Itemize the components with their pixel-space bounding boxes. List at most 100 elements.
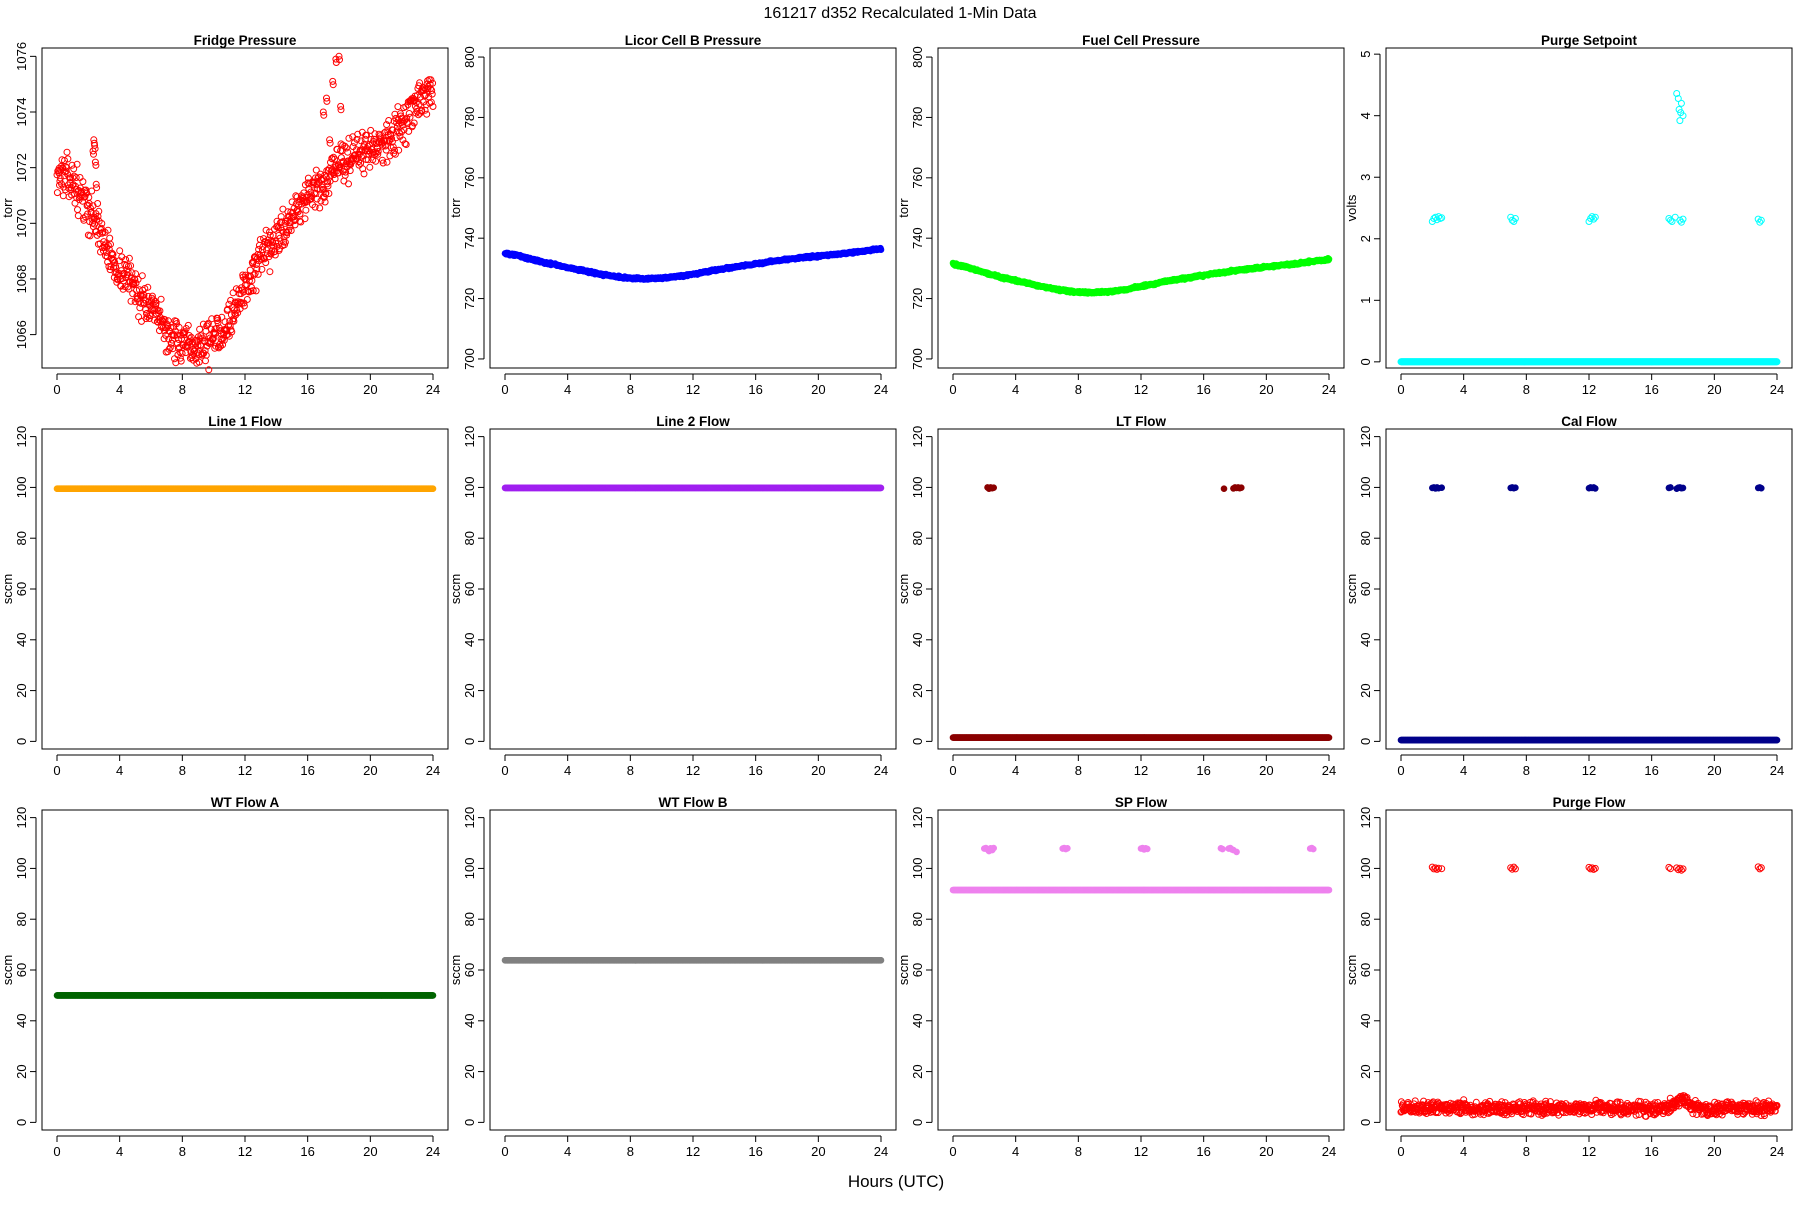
y-axis-label: torr	[448, 198, 463, 218]
plot-points	[54, 486, 436, 492]
y-tick-label: 20	[14, 683, 29, 697]
x-tick-label: 4	[1012, 382, 1019, 397]
y-tick-label: 1072	[14, 153, 29, 182]
x-tick-label: 8	[1075, 382, 1082, 397]
plot-points	[54, 53, 436, 373]
y-tick-label: 720	[910, 288, 925, 310]
panel-title: LT Flow	[1116, 414, 1166, 429]
data-point	[356, 162, 362, 168]
y-tick-label: 1066	[14, 320, 29, 349]
y-tick-label: 740	[910, 227, 925, 249]
data-point	[346, 135, 352, 141]
x-tick-label: 8	[627, 763, 634, 778]
x-tick-label: 24	[1770, 382, 1784, 397]
data-point	[197, 326, 203, 332]
y-tick-label: 1068	[14, 264, 29, 293]
plot-points	[950, 484, 1332, 740]
y-tick-label: 120	[462, 426, 477, 448]
x-tick-label: 12	[686, 382, 700, 397]
x-tick-label: 0	[501, 382, 508, 397]
panel-title: Purge Setpoint	[1541, 33, 1638, 48]
plot-frame	[938, 429, 1344, 749]
y-tick-label: 760	[910, 167, 925, 189]
y-tick-label: 1076	[14, 42, 29, 71]
data-point	[172, 356, 178, 362]
data-point	[332, 176, 338, 182]
data-point	[64, 149, 70, 155]
y-tick-label: 780	[910, 107, 925, 129]
x-tick-label: 4	[116, 763, 123, 778]
plot-points	[502, 245, 884, 282]
plot-points	[950, 255, 1332, 296]
data-point	[878, 247, 884, 253]
x-tick-label: 16	[300, 382, 314, 397]
y-tick-label: 740	[462, 227, 477, 249]
y-tick-label: 2	[1358, 235, 1373, 242]
x-tick-label: 8	[627, 382, 634, 397]
x-tick-label: 24	[874, 382, 888, 397]
y-tick-label: 1	[1358, 297, 1373, 304]
data-point	[392, 151, 398, 157]
x-tick-label: 12	[686, 763, 700, 778]
plot-points	[1398, 91, 1780, 365]
x-tick-label: 24	[426, 763, 440, 778]
data-point	[368, 127, 374, 133]
x-tick-label: 16	[748, 763, 762, 778]
y-tick-label: 760	[462, 167, 477, 189]
plot-frame	[938, 48, 1344, 368]
x-tick-label: 12	[1582, 382, 1596, 397]
plot-frame	[490, 48, 896, 368]
data-point	[107, 235, 113, 241]
y-axis-label: sccm	[448, 574, 463, 604]
x-tick-label: 20	[1707, 382, 1721, 397]
plot-frame	[42, 48, 448, 368]
y-tick-label: 3	[1358, 174, 1373, 181]
x-tick-label: 8	[1523, 382, 1530, 397]
data-point	[139, 273, 145, 279]
x-tick-label: 0	[1397, 382, 1404, 397]
cluster-point	[1678, 100, 1684, 106]
y-axis-label: sccm	[0, 574, 15, 604]
y-tick-label: 4	[1358, 112, 1373, 119]
data-point	[244, 297, 250, 303]
panel-title: Licor Cell B Pressure	[625, 33, 762, 48]
data-point	[77, 175, 83, 181]
data-point	[395, 104, 401, 110]
x-tick-label: 16	[1196, 382, 1210, 397]
x-tick-label: 16	[300, 763, 314, 778]
y-tick-label: 800	[910, 46, 925, 68]
x-axis-label: Hours (UTC)	[848, 1172, 944, 1191]
plot-points	[502, 485, 884, 491]
data-point	[430, 486, 436, 492]
data-point	[54, 190, 60, 196]
data-point	[230, 290, 236, 296]
x-tick-label: 24	[426, 382, 440, 397]
data-point	[126, 255, 132, 261]
data-point	[346, 181, 352, 187]
x-tick-label: 12	[1134, 382, 1148, 397]
x-tick-label: 0	[501, 763, 508, 778]
x-tick-label: 20	[811, 382, 825, 397]
plot-frame	[490, 429, 896, 749]
x-tick-label: 8	[179, 382, 186, 397]
y-axis-label: torr	[896, 198, 911, 218]
y-tick-label: 780	[462, 107, 477, 129]
y-tick-label: 0	[14, 738, 29, 745]
y-tick-label: 20	[462, 683, 477, 697]
y-tick-label: 80	[462, 531, 477, 545]
y-tick-label: 120	[14, 426, 29, 448]
data-point	[878, 485, 884, 491]
y-axis-label: volts	[1344, 194, 1359, 221]
y-tick-label: 800	[462, 46, 477, 68]
plot-frame	[1386, 48, 1792, 368]
x-tick-label: 0	[949, 382, 956, 397]
y-tick-label: 100	[14, 477, 29, 499]
panel-title: Fuel Cell Pressure	[1082, 33, 1200, 48]
y-tick-label: 80	[14, 531, 29, 545]
